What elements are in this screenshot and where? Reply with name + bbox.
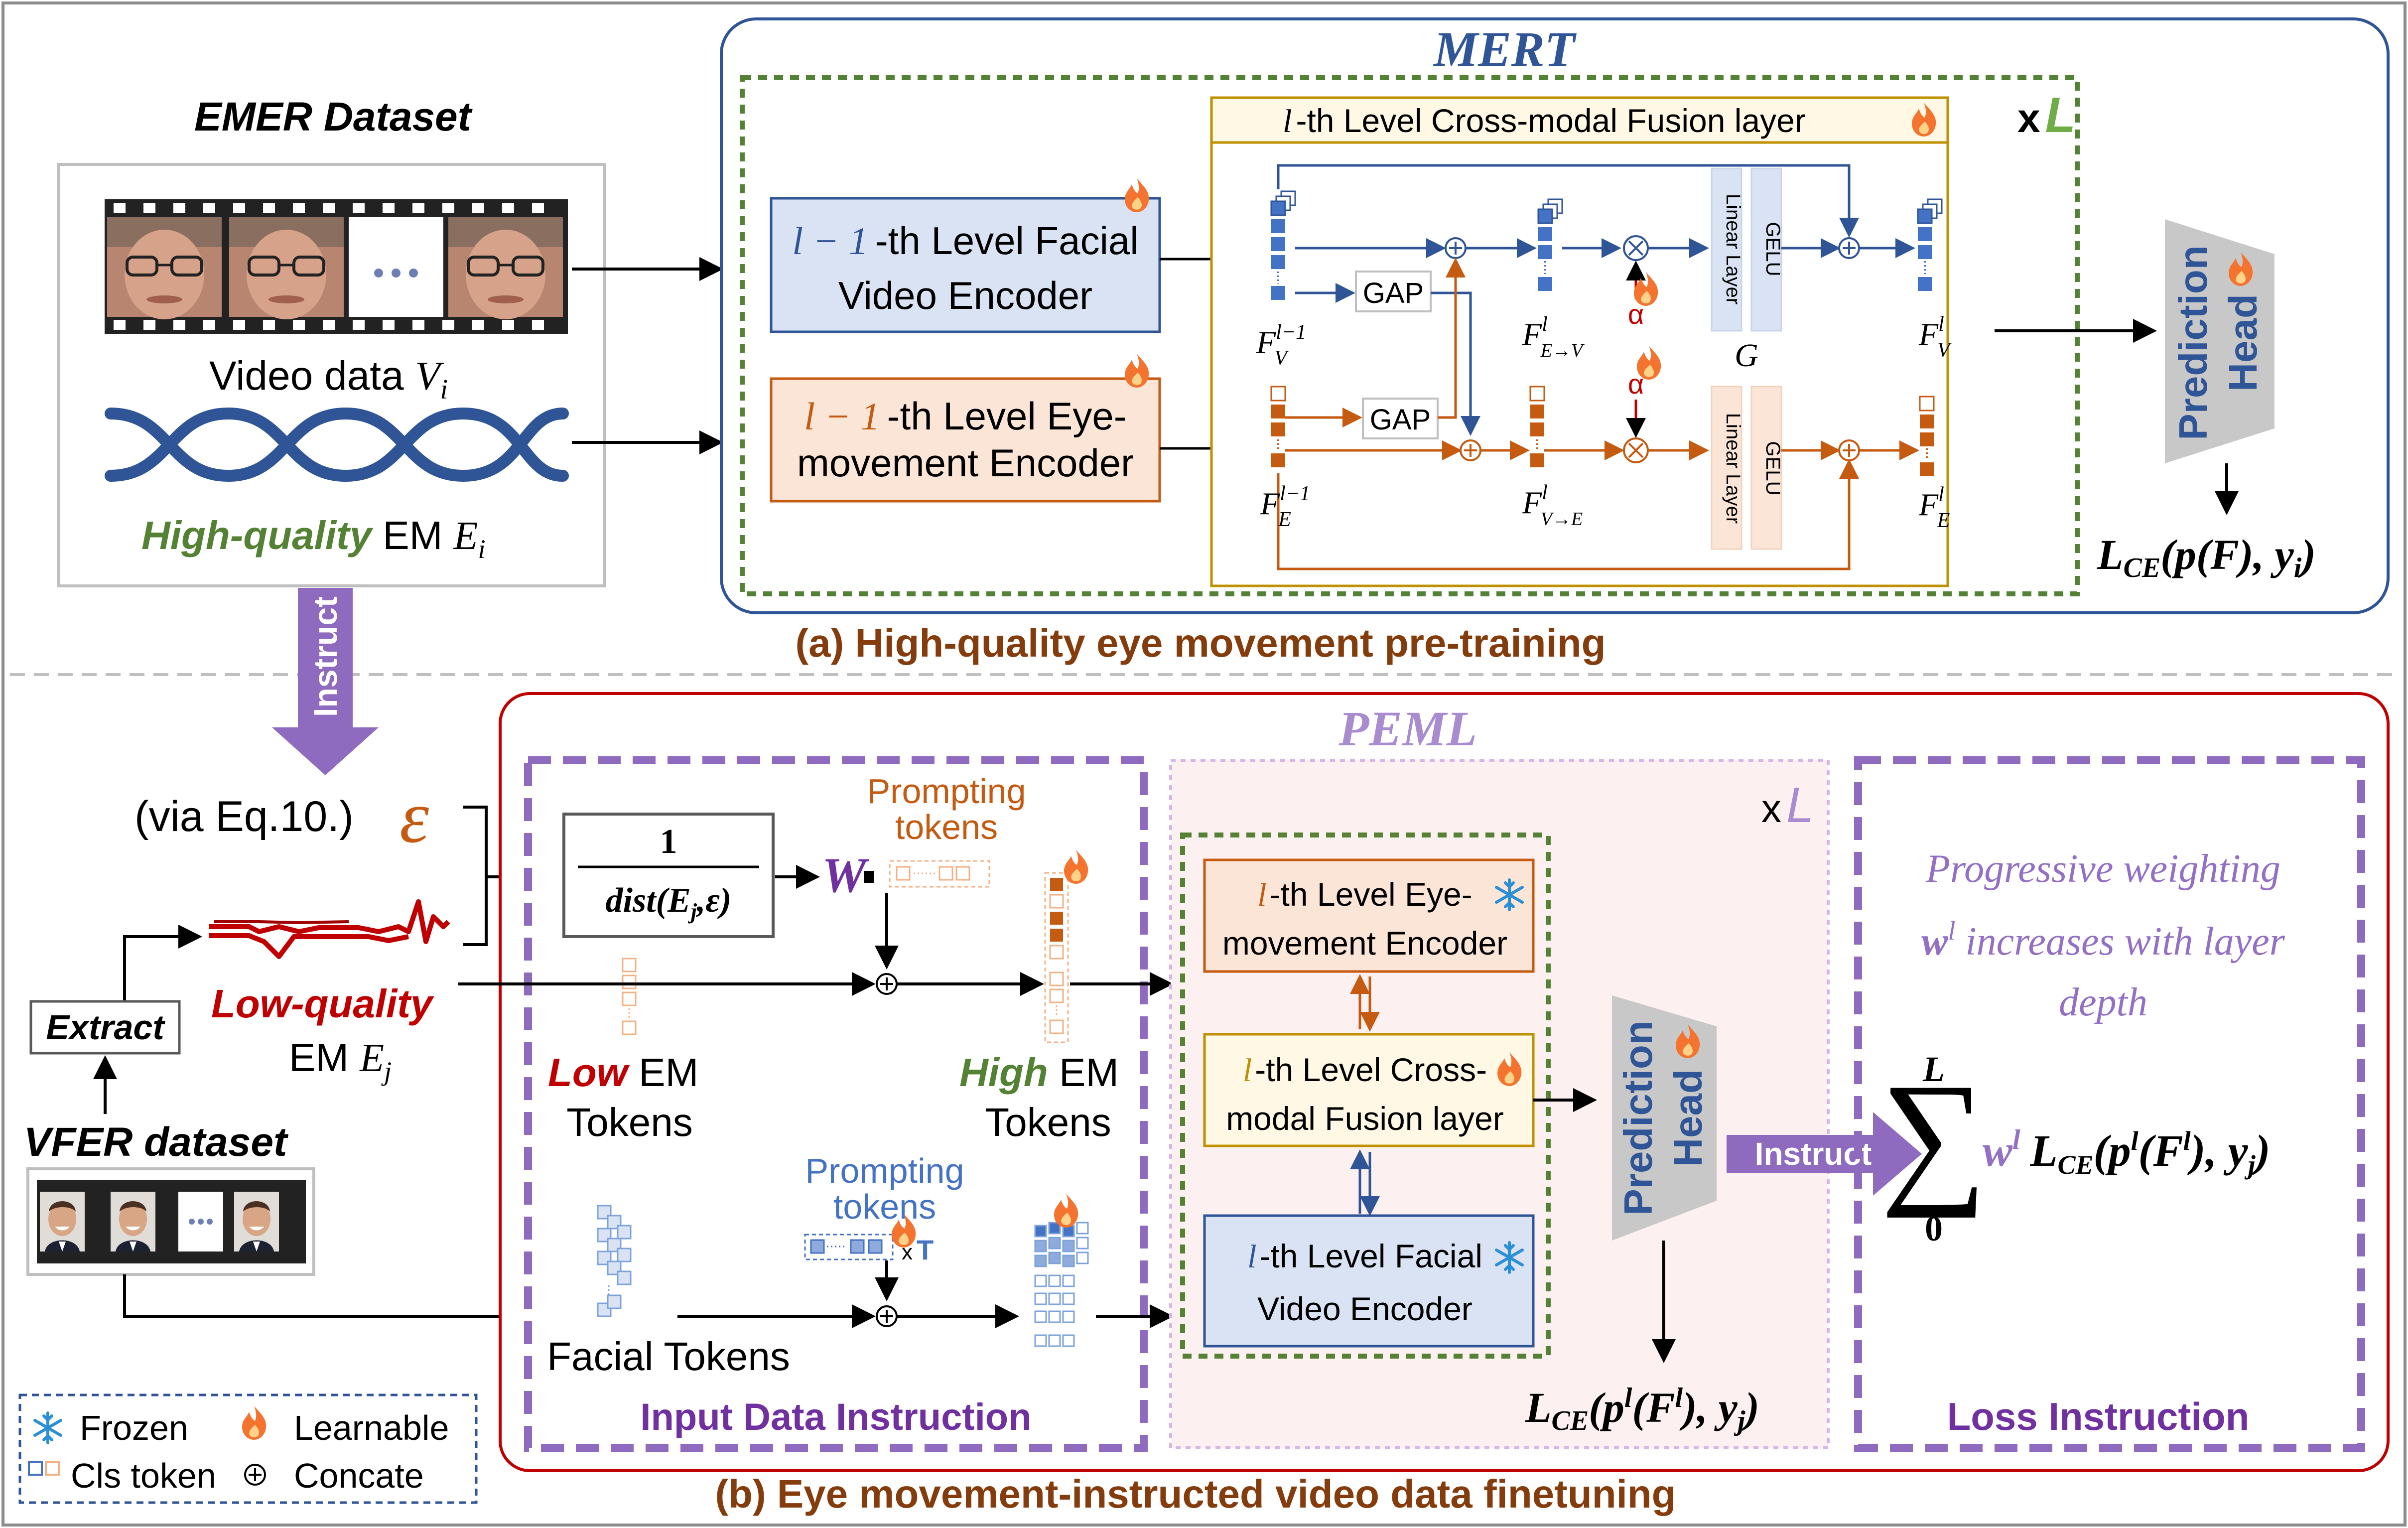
low-quality-em-wave (209, 902, 448, 957)
concat-icon (1461, 440, 1480, 460)
prediction-head-bottom-line1: Prediction (1616, 1020, 1660, 1215)
concat-icon (1446, 238, 1466, 258)
linear-layer-visual-label: Linear Layer (1722, 194, 1744, 304)
dist-formula-den: dist(Ej,ε) (606, 881, 732, 924)
legend-cls-token: Cls token (71, 1456, 216, 1495)
concat-icon (877, 1306, 897, 1326)
progressive-line2: wl increases with layer (1921, 916, 2285, 964)
dist-formula-num: 1 (660, 823, 677, 861)
input-data-instruction-label: Input Data Instruction (640, 1396, 1031, 1438)
instruct-arrow-label: Instruct (307, 596, 344, 717)
high-em-tokens-line2: Tokens (985, 1100, 1111, 1144)
facial-video-encoder-line2: Video Encoder (838, 274, 1092, 317)
eye-movement-encoder-line1: l − 1 -th Level Eye- (804, 394, 1127, 438)
emer-dataset-title: EMER Dataset (194, 94, 473, 139)
peml-fusion-line2: modal Fusion layer (1226, 1100, 1504, 1137)
linear-layer-em-label: Linear Layer (1722, 413, 1744, 524)
g-label: G (1735, 337, 1758, 374)
vfer-film-strip (37, 1180, 306, 1263)
low-em-tokens-line2: Tokens (566, 1100, 692, 1144)
em-tokens-out (1920, 397, 1934, 476)
gap-label-em: GAP (1370, 404, 1431, 436)
peml-eye-encoder-line1: l-th Level Eye- (1257, 876, 1472, 913)
video-data-label: Video data Vi (209, 353, 448, 405)
prompting-tokens-orange-line1: Prompting (867, 772, 1026, 811)
gelu-em-label: GELU (1762, 441, 1784, 496)
legend-learnable: Learnable (294, 1408, 449, 1447)
caption-bottom: (b) Eye movement-instructed video data f… (715, 1472, 1676, 1516)
em-tokens-fused (1530, 387, 1544, 467)
peml-fusion-line1: l-th Level Cross- (1243, 1051, 1487, 1089)
via-eq-label: (via Eq.10.) (134, 793, 354, 840)
multiply-icon (1624, 236, 1648, 260)
cls-token-icon-blue (29, 1462, 42, 1475)
legend-concate: Concate (294, 1456, 424, 1495)
gap-label-visual: GAP (1363, 277, 1424, 309)
concat-icon (877, 974, 897, 994)
arrow-to-low-quality (125, 937, 199, 1004)
prediction-head-bottom-line2: Head (1666, 1069, 1710, 1167)
high-quality-em-label: High-quality EM Ei (141, 513, 486, 564)
peml-eye-encoder-line2: movement Encoder (1222, 925, 1507, 962)
eye-movement-encoder-line2: movement Encoder (797, 441, 1134, 485)
epsilon-bracket (463, 807, 486, 945)
multiply-icon (1624, 438, 1648, 462)
legend-frozen: Frozen (80, 1408, 188, 1447)
concat-icon (1839, 440, 1859, 460)
peml-title: PEML (1338, 701, 1477, 756)
sum-bottom-limit: 0 (1925, 1209, 1943, 1249)
low-em-tokens (623, 959, 636, 1034)
progressive-line1: Progressive weighting (1925, 847, 2280, 891)
fusion-layer-title: l -th Level Cross-modal Fusion layer (1283, 102, 1806, 139)
progressive-line3: depth (2059, 980, 2147, 1024)
prompting-tokens-blue-line1: Prompting (805, 1151, 964, 1190)
low-em-tokens-line1: Low EM (548, 1050, 698, 1095)
facial-tokens-label: Facial Tokens (547, 1334, 790, 1379)
concat-icon (1839, 238, 1859, 258)
prediction-head-top-line2: Head (2221, 294, 2265, 392)
loss-instruction-label: Loss Instruction (1947, 1394, 2250, 1438)
high-em-tokens-line1: High EM (959, 1050, 1119, 1095)
peml-facial-encoder-line2: Video Encoder (1257, 1290, 1472, 1327)
low-quality-em-label: Low-quality (211, 981, 434, 1026)
emer-film-strip (105, 199, 568, 334)
prompting-tokens-orange-line2: tokens (895, 808, 998, 846)
caption-top: (a) High-quality eye movement pre-traini… (796, 621, 1606, 665)
w-symbol: W (822, 847, 869, 903)
concat-icon (245, 1465, 265, 1485)
prediction-head-top-line1: Prediction (2171, 245, 2215, 440)
low-quality-em-var: EM Ej (289, 1035, 392, 1086)
mert-title: MERT (1433, 21, 1577, 77)
facial-video-encoder-line1: l − 1 -th Level Facial (792, 219, 1138, 263)
epsilon-symbol: ε (400, 776, 429, 858)
em-tokens-prev (1271, 387, 1285, 467)
prompting-tokens-blue-line2: tokens (833, 1187, 936, 1226)
cls-token-icon-orange (46, 1462, 59, 1475)
sum-symbol: ∑ (1880, 1053, 1987, 1219)
gelu-visual-label: GELU (1762, 222, 1784, 277)
vfer-dataset-title: VFER dataset (24, 1119, 289, 1165)
peml-facial-encoder-line1: l-th Level Facial (1247, 1238, 1482, 1275)
w-dot (864, 871, 874, 883)
extract-label: Extract (46, 1008, 165, 1047)
